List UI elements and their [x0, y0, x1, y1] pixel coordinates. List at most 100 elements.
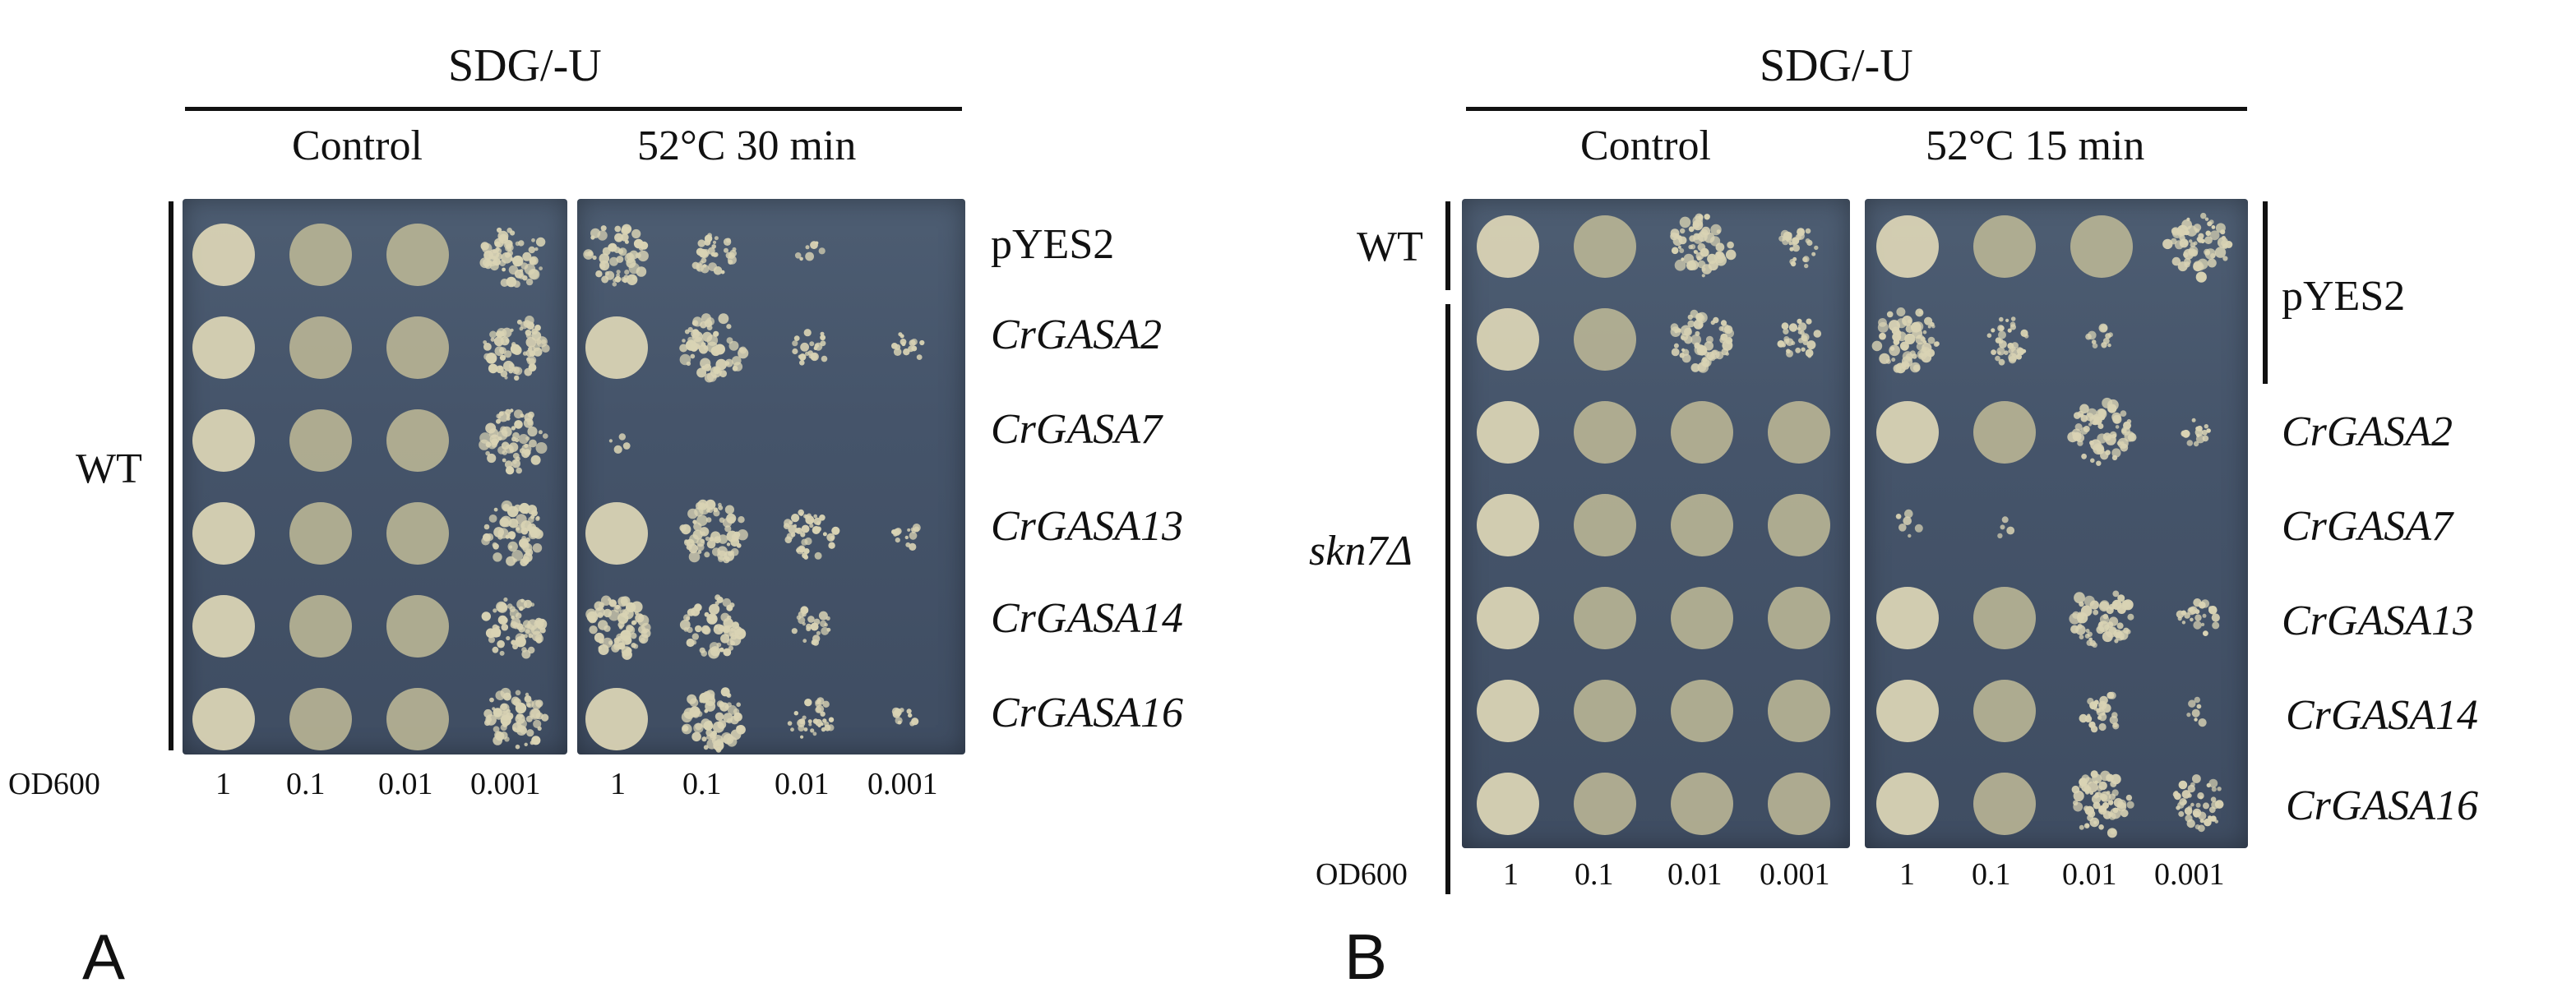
colony-microcolony — [2115, 425, 2120, 429]
colony-microcolony — [1898, 524, 1907, 532]
colony-microcolony — [618, 433, 626, 441]
panel-a-row-label: CrGASA13 — [991, 503, 1183, 550]
colony-microcolony — [2111, 773, 2121, 785]
colony-microcolony — [2210, 253, 2216, 259]
colony-microcolony — [2085, 824, 2089, 828]
colony-microcolony — [1920, 336, 1926, 342]
colony-microcolony — [2077, 440, 2083, 446]
panel-a-dilution: 0.01 — [378, 767, 433, 801]
colony-microcolony — [794, 252, 802, 259]
colony-microcolony — [2111, 448, 2121, 458]
colony-microcolony — [506, 635, 511, 641]
colony-microcolony — [1997, 325, 2005, 332]
panel-a-header-rule — [185, 107, 962, 111]
colony-microcolony — [2006, 526, 2015, 535]
colony-microcolony — [1689, 235, 1696, 242]
colony-microcolony — [503, 240, 513, 249]
colony-microcolony — [618, 625, 623, 630]
colony-spot — [192, 502, 255, 565]
colony-microcolony — [2179, 235, 2185, 242]
colony-microcolony — [2196, 433, 2200, 438]
panel-a-dilution: 0.001 — [470, 767, 541, 801]
colony-microcolony — [1701, 267, 1706, 271]
colony-microcolony — [1903, 516, 1912, 525]
colony-microcolony — [812, 639, 819, 646]
colony-microcolony — [710, 252, 715, 257]
colony-microcolony — [789, 520, 793, 525]
colony-microcolony — [809, 523, 814, 528]
colony-microcolony — [1710, 224, 1722, 236]
colony-microcolony — [1697, 242, 1706, 252]
colony-microcolony — [601, 275, 609, 284]
colony-microcolony — [812, 526, 821, 534]
colony-microcolony — [1788, 323, 1798, 332]
colony-microcolony — [719, 647, 724, 653]
colony-microcolony — [1922, 330, 1927, 335]
panel-a-row-label: CrGASA14 — [991, 595, 1183, 642]
colony-microcolony — [1707, 253, 1718, 264]
colony-spot — [1671, 494, 1733, 556]
colony-microcolony — [510, 284, 514, 287]
panel-a-row-label: pYES2 — [991, 221, 1115, 268]
colony-microcolony — [1687, 320, 1695, 328]
colony-microcolony — [1904, 509, 1913, 519]
colony-microcolony — [488, 363, 498, 374]
colony-microcolony — [2074, 423, 2083, 431]
colony-microcolony — [793, 335, 800, 341]
colony-microcolony — [828, 542, 835, 549]
colony-microcolony — [493, 608, 497, 613]
colony-microcolony — [2190, 617, 2194, 622]
colony-spot — [1574, 215, 1636, 278]
colony-microcolony — [793, 524, 798, 528]
colony-microcolony — [719, 702, 729, 712]
colony-microcolony — [708, 262, 717, 271]
colony-microcolony — [1797, 232, 1805, 240]
colony-microcolony — [532, 543, 543, 553]
colony-microcolony — [511, 426, 516, 431]
colony-microcolony — [614, 233, 624, 242]
colony-microcolony — [722, 598, 732, 607]
colony-microcolony — [1792, 237, 1800, 245]
colony-microcolony — [598, 644, 609, 655]
colony-microcolony — [525, 699, 534, 708]
colony-microcolony — [530, 455, 541, 465]
colony-microcolony — [522, 275, 528, 281]
colony-microcolony — [598, 620, 608, 630]
colony-microcolony — [529, 257, 537, 265]
colony-microcolony — [2098, 824, 2104, 830]
colony-microcolony — [493, 336, 504, 347]
colony-microcolony — [2001, 516, 2009, 524]
colony-microcolony — [1886, 311, 1894, 318]
colony-microcolony — [637, 250, 649, 262]
colony-microcolony — [530, 602, 535, 607]
colony-microcolony — [534, 247, 539, 252]
colony-microcolony — [2211, 787, 2217, 792]
colony-microcolony — [627, 648, 632, 653]
colony-microcolony — [518, 240, 525, 247]
colony-microcolony — [493, 708, 502, 718]
colony-spot — [1477, 494, 1539, 556]
colony-microcolony — [1896, 307, 1906, 316]
colony-microcolony — [2070, 625, 2079, 634]
colony-microcolony — [495, 690, 506, 700]
colony-microcolony — [2193, 261, 2204, 271]
colony-microcolony — [830, 535, 835, 541]
colony-microcolony — [2194, 614, 2202, 621]
colony-microcolony — [499, 260, 506, 267]
colony-microcolony — [626, 252, 634, 261]
colony-microcolony — [715, 369, 719, 374]
colony-microcolony — [2079, 713, 2088, 723]
colony-microcolony — [813, 514, 817, 519]
colony-microcolony — [1996, 347, 2005, 356]
colony-microcolony — [479, 432, 491, 444]
colony-microcolony — [490, 337, 495, 342]
colony-microcolony — [2188, 607, 2193, 612]
colony-microcolony — [520, 558, 528, 566]
panel-b-control-spots — [1477, 213, 1830, 835]
colony-microcolony — [592, 255, 597, 261]
colony-microcolony — [1806, 239, 1813, 247]
colony-microcolony — [516, 718, 527, 729]
colony-microcolony — [2005, 318, 2009, 322]
colony-spot — [289, 502, 352, 565]
colony-microcolony — [515, 744, 520, 750]
